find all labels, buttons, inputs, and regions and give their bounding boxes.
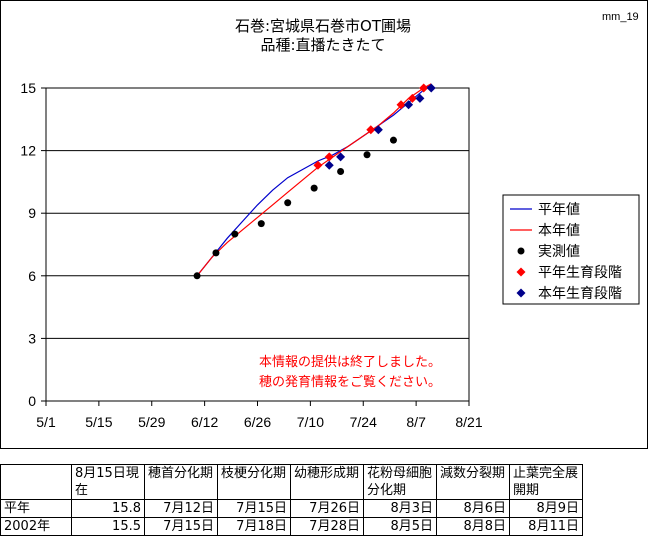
growth-stage-table: 8月15日現在 穂首分化期 枝梗分化期 幼穂形成期 花粉母細胞分化期 減数分裂期…	[0, 464, 583, 536]
table-row: 2002年 15.5 7月15日 7月18日 7月28日 8月5日 8月8日 8…	[0, 517, 583, 536]
data-point	[212, 249, 220, 257]
x-tick-label: 8/21	[455, 414, 482, 430]
x-tick-label: 5/29	[138, 414, 165, 430]
y-tick-label: 3	[28, 330, 36, 346]
legend-label: 実測値	[538, 244, 580, 260]
y-tick-label: 0	[28, 393, 36, 409]
header-cell: 減数分裂期	[436, 464, 510, 500]
stage-marker	[415, 93, 425, 103]
stage-marker	[426, 83, 436, 93]
stage-marker	[313, 160, 323, 170]
data-point	[193, 272, 201, 280]
table-corner-cell	[0, 464, 72, 500]
stage-marker	[336, 152, 346, 162]
stage-marker	[366, 125, 376, 135]
stage-marker	[407, 93, 417, 103]
x-tick-label: 6/26	[244, 414, 271, 430]
header-cell: 花粉母細胞分化期	[363, 464, 437, 500]
table-cell: 7月12日	[144, 499, 218, 518]
chart-subtitle: 品種:直播たきたて	[260, 36, 385, 54]
y-tick-label: 12	[20, 143, 36, 159]
growth-chart: mm_19 石巻:宮城県石巻市OT圃場 品種:直播たきたて 0 3 6 9 12 15 5…	[20, 11, 640, 430]
table-cell: 8月5日	[363, 517, 437, 536]
legend-label: 本年生育段階	[538, 286, 622, 302]
legend-label: 本年値	[538, 223, 580, 239]
legend-label: 平年値	[538, 202, 580, 218]
header-cell: 穂首分化期	[144, 464, 218, 500]
data-point	[389, 136, 397, 144]
table-cell: 8月11日	[509, 517, 583, 536]
table-cell: 7月26日	[290, 499, 364, 518]
data-point	[231, 230, 239, 238]
y-tick-label: 15	[20, 80, 36, 96]
table-cell: 7月28日	[290, 517, 364, 536]
data-point	[363, 151, 371, 159]
table-cell: 8月8日	[436, 517, 510, 536]
table-row: 平年 15.8 7月12日 7月15日 7月26日 8月3日 8月6日 8月9日	[0, 499, 583, 518]
row-label: 平年	[0, 499, 72, 518]
x-tick-label: 8/7	[406, 414, 426, 430]
table-cell: 7月15日	[144, 517, 218, 536]
y-tick-label: 6	[28, 268, 36, 284]
table-cell: 7月18日	[217, 517, 291, 536]
x-tick-label: 5/15	[85, 414, 112, 430]
data-point	[257, 220, 265, 228]
stage-marker	[324, 152, 334, 162]
chart-title: 石巻:宮城県石巻市OT圃場	[235, 17, 411, 35]
header-cell: 幼穂形成期	[290, 464, 364, 500]
data-series	[193, 83, 436, 280]
plot-area	[45, 87, 470, 402]
legend-swatch	[517, 247, 525, 255]
stage-marker	[324, 160, 334, 170]
notice-line-2: 穂の発育情報をご覧ください。	[259, 374, 441, 390]
table-header-row: 8月15日現在 穂首分化期 枝梗分化期 幼穂形成期 花粉母細胞分化期 減数分裂期…	[0, 464, 583, 500]
x-tick-label: 7/10	[297, 414, 324, 430]
data-point	[310, 184, 318, 192]
data-point	[284, 199, 292, 207]
header-cell: 枝梗分化期	[217, 464, 291, 500]
legend-swatch	[516, 288, 526, 298]
legend-swatch	[516, 267, 526, 277]
row-label: 2002年	[0, 517, 72, 536]
x-tick-label: 6/12	[191, 414, 218, 430]
stage-marker	[396, 100, 406, 110]
table-cell: 8月6日	[436, 499, 510, 518]
data-point	[337, 167, 345, 175]
table-cell: 15.5	[71, 517, 145, 536]
x-tick-label: 5/1	[36, 414, 56, 430]
chart-id-label: mm_19	[602, 11, 639, 23]
table-cell: 8月9日	[509, 499, 583, 518]
x-axis: 5/1 5/15 5/29 6/12 6/26 7/10 7/24 8/7 8/21	[36, 401, 483, 430]
stage-marker	[404, 100, 414, 110]
header-cell: 8月15日現在	[71, 464, 145, 500]
stage-marker	[373, 125, 383, 135]
table-cell: 8月3日	[363, 499, 437, 518]
header-cell: 止葉完全展開期	[509, 464, 583, 500]
notice-line-1: 本情報の提供は終了しました。	[259, 354, 441, 370]
grid-lines	[46, 150, 469, 339]
chart-frame	[0, 0, 648, 449]
y-tick-label: 9	[28, 205, 36, 221]
legend-label: 平年生育段階	[538, 265, 622, 281]
table-cell: 7月15日	[217, 499, 291, 518]
legend-box	[502, 194, 640, 305]
stage-marker	[419, 83, 429, 93]
y-axis: 0 3 6 9 12 15	[20, 80, 46, 409]
table-cell: 15.8	[71, 499, 145, 518]
x-tick-label: 7/24	[350, 414, 377, 430]
